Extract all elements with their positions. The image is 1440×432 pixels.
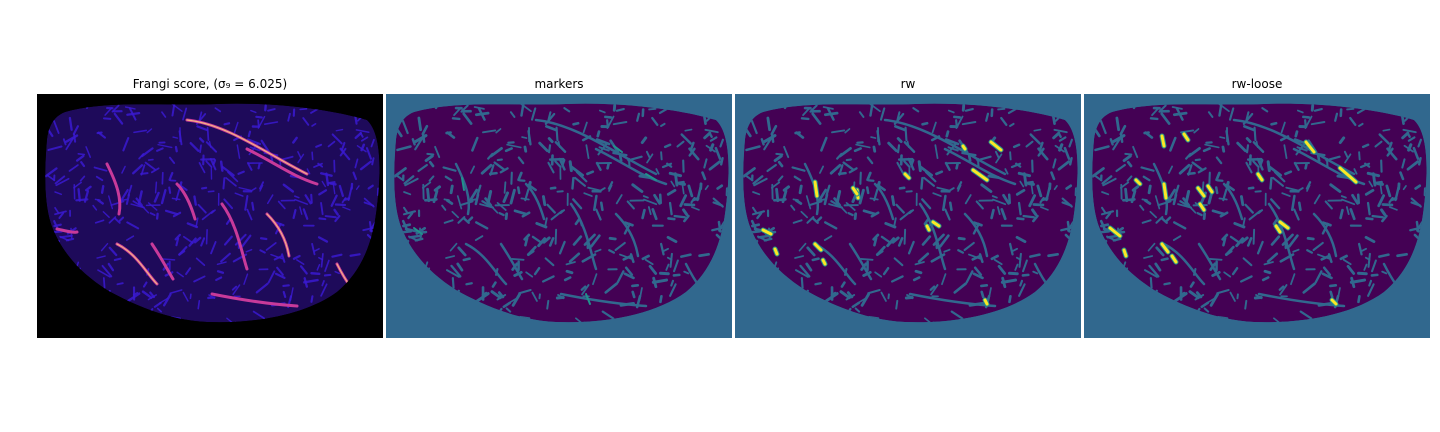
frangi-score-panel <box>37 94 383 338</box>
markers-title: markers <box>534 77 584 91</box>
marker-seed <box>585 293 591 305</box>
vessel-label <box>1330 298 1338 306</box>
vessel-label <box>813 180 819 198</box>
vessel-label <box>971 168 989 182</box>
frangi-vessel <box>220 202 249 271</box>
vessel-label <box>1162 182 1168 200</box>
vessel-label <box>1274 224 1282 234</box>
rw-panel <box>735 94 1081 338</box>
vessel-label <box>1206 184 1214 194</box>
vessel-label <box>1160 242 1170 254</box>
vessel-label <box>1160 134 1166 148</box>
frangi-vessel <box>55 227 79 234</box>
marker-seed <box>461 177 465 191</box>
vessel-label <box>925 224 931 232</box>
vessel-label <box>1182 132 1190 142</box>
vessel-label <box>851 186 859 196</box>
vessel-label <box>931 220 941 228</box>
vessel-label <box>1122 248 1128 258</box>
rw-title: rw <box>900 77 916 91</box>
vessel-label <box>1198 202 1206 212</box>
markers-image <box>386 94 732 338</box>
marker-seed <box>645 173 657 181</box>
frangi-vessel <box>210 292 299 308</box>
markers-panel <box>386 94 732 338</box>
vessel-label <box>1108 226 1122 238</box>
rw-image <box>735 94 1081 338</box>
vessel-label <box>1338 166 1358 184</box>
vessel-label <box>989 140 1003 152</box>
rw-loose-image <box>1084 94 1430 338</box>
vessel-label <box>813 242 823 252</box>
vessel-label <box>773 247 779 256</box>
label-tissue <box>394 103 729 323</box>
frangi-vessel <box>150 242 175 281</box>
vessel-label <box>1256 172 1264 182</box>
frangi-score-title: Frangi score, (σ₉ = 6.025) <box>132 77 288 91</box>
vessel-label <box>1304 140 1316 154</box>
rw-loose-title: rw-loose <box>1231 77 1283 91</box>
vessel-label <box>761 228 773 236</box>
frangi-vessel <box>245 147 319 186</box>
frangi-tissue <box>45 103 380 323</box>
marker-seed <box>613 145 623 153</box>
vessel-label <box>1170 254 1178 264</box>
vessel-label <box>1278 220 1290 230</box>
vessel-label <box>983 298 989 306</box>
marker-seed <box>413 227 423 235</box>
frangi-score-image <box>37 94 383 338</box>
vessel-label <box>903 172 911 180</box>
vessel-label <box>1196 186 1206 198</box>
label-tissue <box>743 103 1078 323</box>
vessel-label <box>961 144 967 151</box>
vessel-label <box>821 258 827 266</box>
frangi-vessel <box>105 162 122 216</box>
vessel-label <box>1134 178 1142 186</box>
rw-loose-panel <box>1084 94 1430 338</box>
frangi-vessel <box>175 182 197 221</box>
